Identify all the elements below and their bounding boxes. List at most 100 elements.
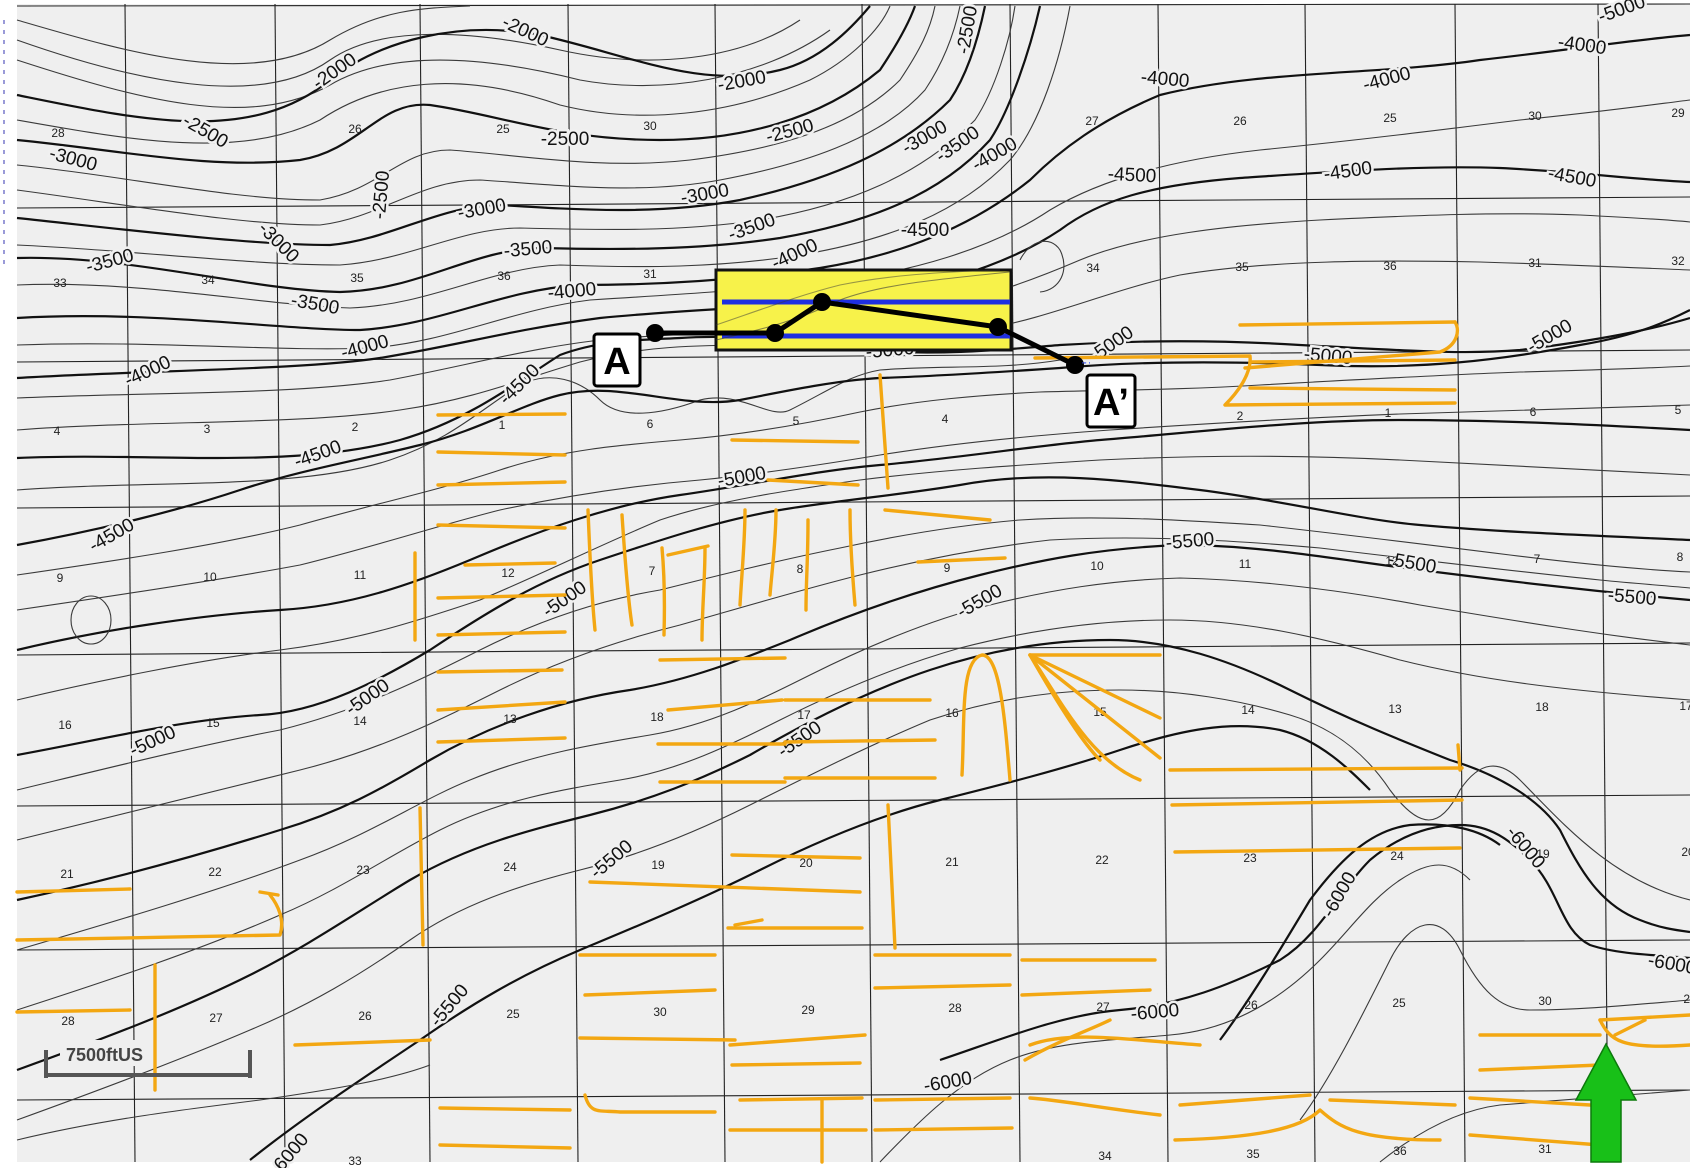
section-number: 10 bbox=[1090, 559, 1104, 573]
left-margin bbox=[0, 0, 17, 1168]
section-number: 36 bbox=[497, 269, 511, 283]
contour-label: -2500 bbox=[541, 129, 590, 150]
section-number: 29 bbox=[801, 1003, 815, 1017]
section-number: 30 bbox=[1538, 994, 1552, 1008]
section-number: 12 bbox=[501, 566, 515, 580]
section-number: 28 bbox=[51, 126, 65, 140]
section-number: 31 bbox=[643, 267, 657, 281]
section-grid bbox=[16, 3, 1690, 1163]
section-number: 26 bbox=[358, 1009, 372, 1023]
section-number: 13 bbox=[503, 712, 517, 726]
section-number: 34 bbox=[201, 273, 215, 287]
section-number: 30 bbox=[643, 119, 657, 133]
section-number: 24 bbox=[1390, 849, 1404, 863]
section-number: 4 bbox=[54, 424, 61, 438]
section-number: 25 bbox=[496, 122, 510, 136]
section-number: 26 bbox=[348, 122, 362, 136]
section-number: 6 bbox=[647, 417, 654, 431]
section-number: 11 bbox=[1239, 557, 1252, 571]
section-number: 3 bbox=[204, 422, 211, 436]
section-number: 2 bbox=[352, 420, 359, 434]
section-number: 8 bbox=[1677, 550, 1684, 564]
xs-start-text: A bbox=[603, 341, 630, 383]
section-number: 9 bbox=[944, 561, 951, 575]
section-number: 23 bbox=[1243, 851, 1257, 865]
section-number: 30 bbox=[1528, 109, 1542, 123]
xs-point-start[interactable] bbox=[646, 324, 664, 342]
section-number: 21 bbox=[945, 855, 959, 869]
section-number: 35 bbox=[1246, 1147, 1260, 1161]
section-number: 20 bbox=[1681, 845, 1690, 859]
xs-point-3[interactable] bbox=[813, 293, 831, 311]
section-number: 33 bbox=[53, 276, 67, 290]
well-marker: ''' ' bbox=[1082, 361, 1091, 370]
section-number: 26 bbox=[1233, 114, 1247, 128]
section-number: 7 bbox=[649, 564, 656, 578]
section-number: 18 bbox=[1535, 700, 1549, 714]
section-number: 5 bbox=[1675, 403, 1682, 417]
section-number: 17 bbox=[797, 708, 811, 722]
section-number: 30 bbox=[653, 1005, 667, 1019]
section-number: 8 bbox=[797, 562, 804, 576]
xs-point-2[interactable] bbox=[766, 324, 784, 342]
contour-label: -4500 bbox=[901, 220, 950, 241]
section-number: 25 bbox=[1392, 996, 1406, 1010]
contour-label: -5000 bbox=[1303, 344, 1353, 369]
section-number: 36 bbox=[1383, 259, 1397, 273]
section-number: 25 bbox=[1383, 111, 1397, 125]
section-number: 10 bbox=[203, 570, 217, 584]
section-number: 20 bbox=[799, 856, 813, 870]
section-number: 27 bbox=[1085, 114, 1099, 128]
contour-label: -6000 bbox=[1130, 1000, 1180, 1025]
section-number: 23 bbox=[356, 863, 370, 877]
section-number: 15 bbox=[206, 716, 220, 730]
well-paths bbox=[15, 320, 1690, 1164]
section-number: 36 bbox=[1393, 1144, 1407, 1158]
section-number: 25 bbox=[506, 1007, 520, 1021]
section-number: 2 bbox=[1237, 409, 1244, 423]
section-number: 28 bbox=[61, 1014, 75, 1028]
contour-label: -3500 bbox=[503, 237, 553, 262]
contour-label: -4000 bbox=[547, 279, 597, 304]
section-number: 33 bbox=[348, 1154, 362, 1168]
section-number: 31 bbox=[1538, 1142, 1552, 1156]
section-number: 22 bbox=[208, 865, 222, 879]
north-arrow-icon bbox=[1574, 1042, 1638, 1163]
section-number: 29 bbox=[1683, 992, 1690, 1006]
xs-point-end[interactable] bbox=[1066, 356, 1084, 374]
section-number: 35 bbox=[350, 271, 364, 285]
section-number: 14 bbox=[1241, 703, 1255, 717]
section-number: 29 bbox=[1671, 106, 1685, 120]
cross-section-end-label: A’ bbox=[1085, 373, 1137, 429]
section-number: 17 bbox=[1679, 699, 1690, 713]
contour-label: -2500 bbox=[369, 170, 394, 220]
contour-label: -5500 bbox=[1607, 585, 1657, 610]
section-number: 16 bbox=[58, 718, 72, 732]
section-number: 14 bbox=[353, 714, 367, 728]
section-number: 27 bbox=[209, 1011, 223, 1025]
section-number: 13 bbox=[1388, 702, 1402, 716]
xs-end-text: A’ bbox=[1093, 382, 1129, 424]
section-number: 1 bbox=[1385, 406, 1392, 420]
section-number: 28 bbox=[948, 1001, 962, 1015]
section-number: 26 bbox=[1244, 998, 1258, 1012]
section-number: 12 bbox=[1385, 554, 1399, 568]
contour-label: -5500 bbox=[1165, 529, 1215, 554]
contour-label: -4500 bbox=[1107, 164, 1157, 188]
scale-bar: 7500ftUS bbox=[44, 1040, 252, 1078]
section-number: 11 bbox=[354, 568, 367, 582]
section-number: 16 bbox=[945, 706, 959, 720]
section-number: 5 bbox=[793, 414, 800, 428]
section-number: 18 bbox=[650, 710, 664, 724]
section-number: 9 bbox=[57, 571, 64, 585]
cross-section-line[interactable] bbox=[646, 293, 1084, 374]
section-number: 4 bbox=[942, 412, 949, 426]
section-number: 32 bbox=[1671, 254, 1685, 268]
contour-label: -4000 bbox=[1140, 67, 1190, 92]
section-number: 21 bbox=[60, 867, 74, 881]
xs-point-4[interactable] bbox=[989, 318, 1007, 336]
section-number: 31 bbox=[1528, 256, 1542, 270]
section-number: 27 bbox=[1096, 1000, 1110, 1014]
